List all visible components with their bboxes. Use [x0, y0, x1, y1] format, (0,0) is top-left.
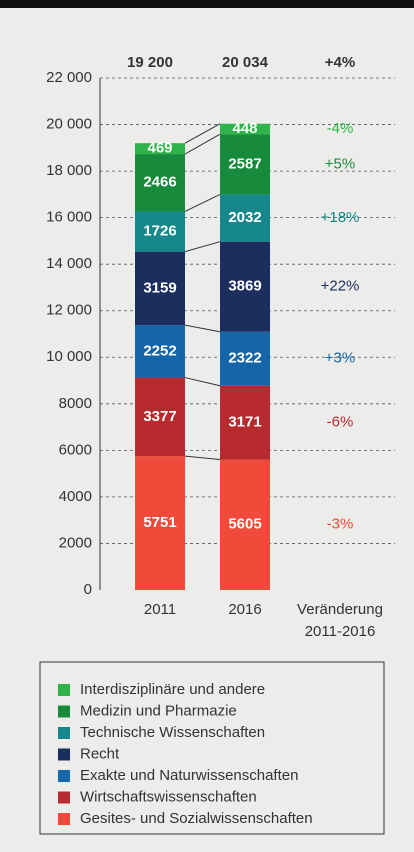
change-period: 2011-2016 — [305, 623, 376, 640]
legend-swatch — [58, 705, 70, 718]
top-bar — [0, 0, 414, 8]
bar-segment — [135, 154, 185, 212]
change-value: -3% — [327, 516, 354, 533]
connector — [184, 133, 221, 155]
value-label: 5605 — [228, 516, 261, 533]
bar-segment — [220, 134, 270, 195]
y-tick-label: 2000 — [59, 534, 92, 551]
y-tick-label: 22 000 — [46, 69, 92, 86]
bar-segment — [135, 251, 185, 326]
value-label: 3869 — [228, 278, 261, 295]
y-tick-label: 18 000 — [46, 162, 92, 179]
value-label: 2587 — [228, 155, 261, 172]
value-label: 3159 — [143, 279, 176, 296]
bar-segment — [135, 211, 185, 252]
value-label: 2032 — [228, 209, 261, 226]
bar-segment — [135, 143, 185, 155]
bar-segment — [220, 459, 270, 590]
change-value: +18% — [321, 209, 360, 226]
change-value: +5% — [325, 155, 355, 172]
connector — [184, 123, 221, 144]
value-label: 2466 — [143, 174, 176, 191]
change-value: -4% — [327, 120, 354, 137]
legend-swatch — [58, 791, 70, 804]
bar-segment — [135, 456, 185, 590]
y-tick-label: 16 000 — [46, 209, 92, 226]
legend-label: Exakte und Naturwissenschaften — [80, 767, 298, 784]
legend-label: Gesites- und Sozialwissenschaften — [80, 810, 313, 827]
bar-segment — [220, 123, 270, 135]
total-change: +4% — [325, 54, 355, 71]
value-label: 3377 — [143, 408, 176, 425]
connector — [184, 241, 221, 253]
x-tick-label: 2016 — [228, 601, 261, 618]
value-label: 2252 — [143, 342, 176, 359]
change-value: -6% — [327, 414, 354, 431]
y-tick-label: 4000 — [59, 488, 92, 505]
value-label: 5751 — [143, 514, 176, 531]
connector — [184, 324, 221, 333]
y-tick-label: 20 000 — [46, 116, 92, 133]
legend-swatch — [58, 727, 70, 739]
bar-segment — [220, 194, 270, 242]
value-label: 2322 — [228, 350, 261, 367]
bar-segment — [135, 377, 185, 457]
legend-label: Interdisziplinäre und andere — [80, 681, 265, 698]
legend-swatch — [58, 813, 70, 825]
change-value: +22% — [321, 278, 360, 295]
bar-segment — [220, 331, 270, 386]
legend-label: Technische Wissenschaften — [80, 724, 265, 741]
value-label: 3171 — [228, 414, 261, 431]
total-label: 19 200 — [127, 54, 173, 71]
value-label: 1726 — [143, 223, 176, 240]
bar-segment — [220, 385, 270, 460]
legend-swatch — [58, 770, 70, 782]
legend-swatch — [58, 748, 70, 761]
y-tick-label: 6000 — [59, 441, 92, 458]
legend-swatch — [58, 684, 70, 696]
connector — [184, 193, 221, 212]
value-label: 469 — [147, 140, 172, 157]
change-value: +3% — [325, 350, 355, 367]
legend-label: Medizin und Pharmazie — [80, 702, 237, 719]
legend-box — [39, 661, 385, 835]
y-tick-label: 10 000 — [46, 348, 92, 365]
value-label: 448 — [232, 120, 257, 137]
x-tick-label: 2011 — [144, 601, 176, 618]
connector — [184, 455, 221, 461]
y-tick-label: 8000 — [59, 395, 92, 412]
bar-segment — [135, 325, 185, 378]
y-tick-label: 12 000 — [46, 302, 92, 319]
legend-label: Recht — [80, 745, 120, 762]
bar-segment — [220, 241, 270, 332]
y-tick-label: 14 000 — [46, 255, 92, 272]
legend-label: Wirtschaftswissenschaften — [80, 788, 257, 805]
y-tick-label: 0 — [84, 581, 92, 598]
change-label: Veränderung — [297, 601, 383, 618]
connector — [184, 377, 221, 387]
total-label: 20 034 — [222, 54, 269, 71]
